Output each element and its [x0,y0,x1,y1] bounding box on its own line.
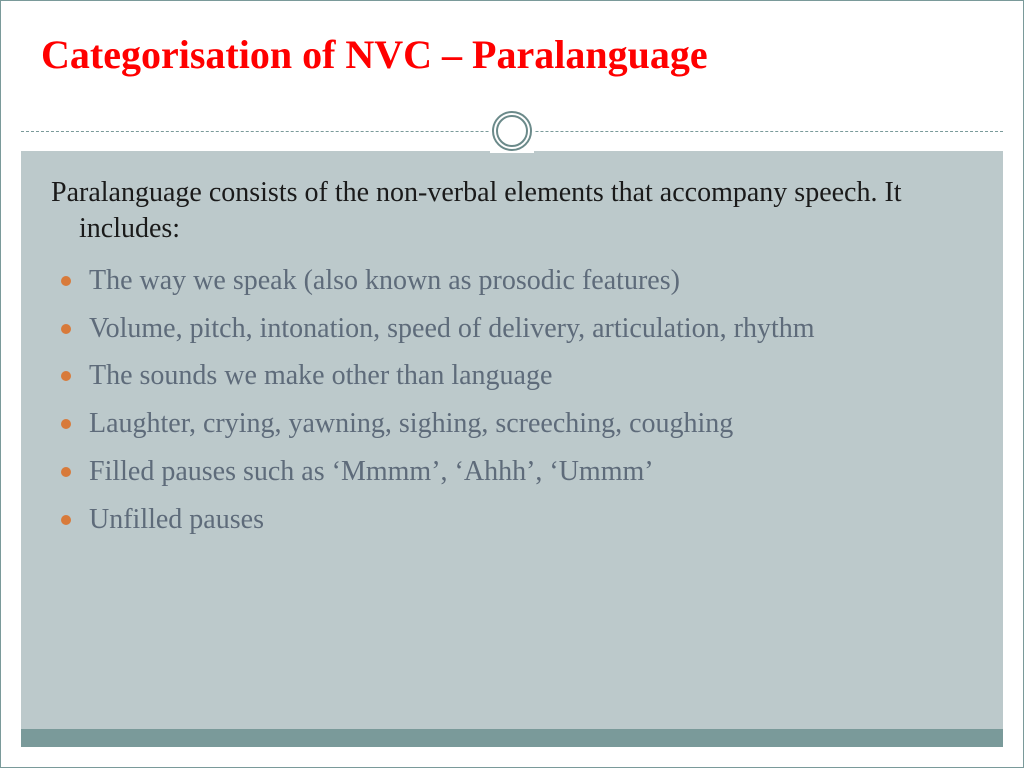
list-item: Unfilled pauses [57,501,973,539]
intro-text: Paralanguage consists of the non-verbal … [51,175,973,248]
slide-title: Categorisation of NVC – Paralanguage [41,31,983,78]
content-block: Paralanguage consists of the non-verbal … [21,151,1003,539]
list-item: The sounds we make other than language [57,357,973,395]
footer-accent-bar [21,729,1003,747]
circle-ornament-icon [490,109,534,153]
list-item: Volume, pitch, intonation, speed of deli… [57,310,973,348]
slide-body: Paralanguage consists of the non-verbal … [21,151,1003,747]
slide-container: Categorisation of NVC – Paralanguage Par… [0,0,1024,768]
list-item: Laughter, crying, yawning, sighing, scre… [57,405,973,443]
list-item: The way we speak (also known as prosodic… [57,262,973,300]
list-item: Filled pauses such as ‘Mmmm’, ‘Ahhh’, ‘U… [57,453,973,491]
bullet-list: The way we speak (also known as prosodic… [51,262,973,539]
